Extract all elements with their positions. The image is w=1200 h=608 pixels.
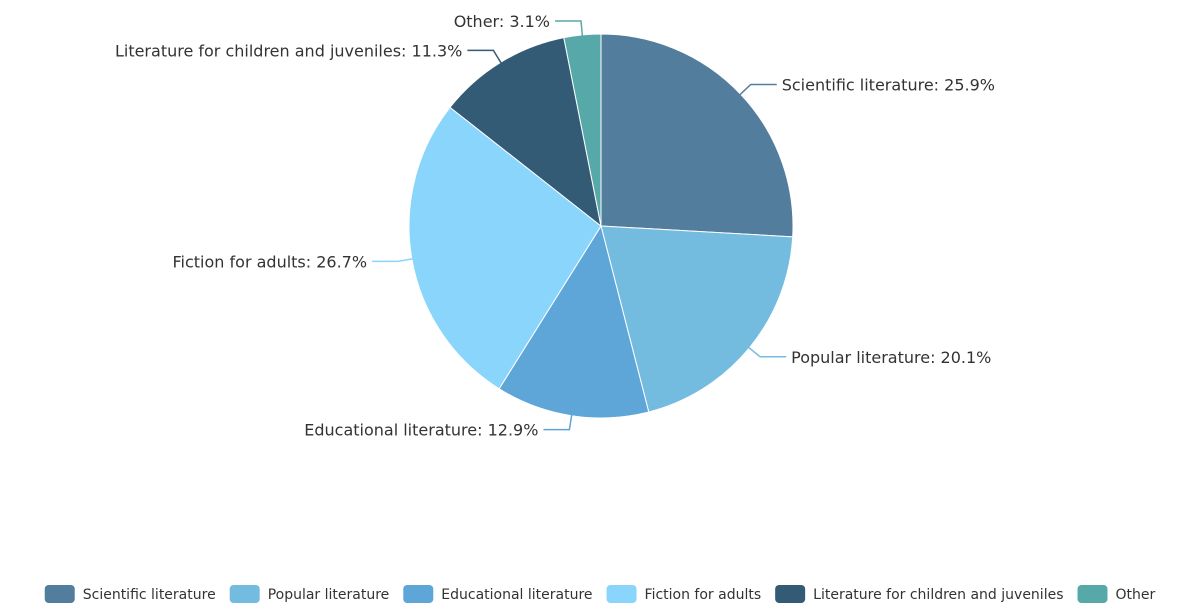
legend-swatch-children	[775, 585, 806, 603]
leader-line-children	[467, 49, 503, 65]
legend: Scientific literature Popular literature E…	[44, 585, 1156, 603]
legend-label-other: Other	[1116, 587, 1156, 603]
slices-layer	[408, 33, 794, 419]
slice-label-scientific: Scientific literature: 25.9%	[782, 76, 995, 95]
legend-label-popular: Popular literature	[268, 587, 390, 603]
legend-label-scientific: Scientific literature	[83, 587, 216, 603]
pie-slice-scientific[interactable]	[600, 33, 794, 238]
leader-line-educational	[543, 413, 573, 431]
slice-label-children: Literature for children and juveniles: 1…	[115, 41, 462, 60]
leader-line-scientific	[738, 83, 777, 97]
leader-line-popular	[747, 346, 787, 358]
labels-layer: Scientific literature: 25.9% Popular lite…	[115, 12, 995, 440]
legend-item-scientific[interactable]: Scientific literature	[44, 585, 216, 603]
legend-swatch-fiction	[606, 585, 637, 603]
leader-line-other	[554, 20, 584, 37]
legend-item-fiction[interactable]: Fiction for adults	[606, 585, 762, 603]
slice-label-popular: Popular literature: 20.1%	[791, 348, 991, 367]
legend-swatch-popular	[229, 585, 260, 603]
legend-swatch-scientific	[44, 585, 75, 603]
legend-label-children: Literature for children and juveniles	[813, 587, 1063, 603]
legend-item-children[interactable]: Literature for children and juveniles	[775, 585, 1064, 603]
slice-label-fiction: Fiction for adults: 26.7%	[173, 252, 368, 271]
legend-swatch-educational	[403, 585, 434, 603]
legend-label-fiction: Fiction for adults	[645, 587, 762, 603]
slice-label-other: Other: 3.1%	[454, 12, 550, 31]
legend-item-other[interactable]: Other	[1077, 585, 1156, 603]
legend-label-educational: Educational literature	[441, 587, 592, 603]
slice-label-educational: Educational literature: 12.9%	[304, 421, 538, 440]
legend-item-popular[interactable]: Popular literature	[229, 585, 390, 603]
leader-line-fiction	[372, 257, 414, 263]
legend-swatch-other	[1077, 585, 1108, 603]
legend-item-educational[interactable]: Educational literature	[403, 585, 593, 603]
